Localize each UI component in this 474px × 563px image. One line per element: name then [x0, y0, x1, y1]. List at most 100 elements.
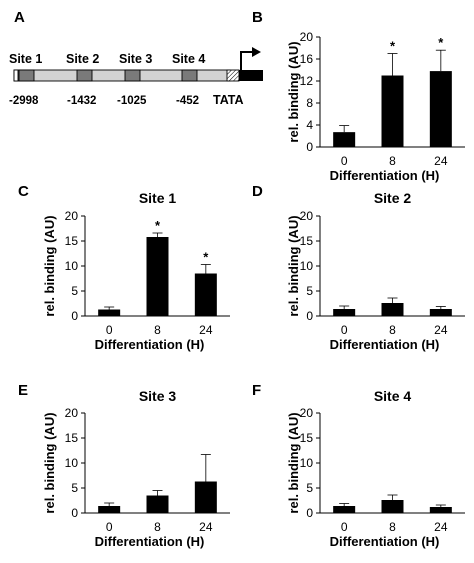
panel-letter-e: E [18, 382, 28, 399]
site-label-2: Site 2 [66, 52, 99, 66]
x-axis-label-b: Differentiation (H) [330, 168, 440, 183]
bar-e [146, 495, 169, 513]
y-tick-label-b: 16 [300, 52, 314, 66]
chart-title-e: Site 3 [139, 388, 177, 404]
panel-letter-f: F [252, 382, 261, 399]
y-tick-label-d: 20 [300, 209, 314, 223]
significance-marker-c: * [203, 250, 209, 265]
y-axis-label-c: rel. binding (AU) [42, 215, 57, 316]
bar-c [98, 309, 121, 316]
bar-d [381, 303, 404, 316]
x-tick-label-f: 24 [434, 520, 448, 534]
y-tick-label-e: 15 [65, 431, 79, 445]
position-label-3: -1025 [117, 95, 147, 107]
promoter-bar [13, 69, 231, 82]
x-tick-label-c: 24 [199, 323, 213, 337]
chart-title-d: Site 2 [374, 190, 412, 206]
promoter-schematic: Site 1 Site 2 Site 3 Site 4 -2998 -1432 … [9, 47, 263, 107]
position-label-2: -1432 [67, 95, 96, 107]
site-box-2 [76, 69, 93, 82]
x-axis-label-c: Differentiation (H) [95, 337, 205, 352]
y-tick-label-d: 0 [306, 309, 313, 323]
x-tick-label-d: 0 [341, 323, 348, 337]
y-tick-label-e: 20 [65, 406, 79, 420]
significance-marker-b: * [390, 39, 396, 54]
panel-letter-c: C [18, 183, 29, 200]
y-tick-label-b: 12 [300, 74, 314, 88]
y-tick-label-b: 20 [300, 30, 314, 44]
y-tick-label-e: 10 [65, 456, 79, 470]
y-tick-label-c: 0 [71, 309, 78, 323]
y-tick-label-f: 5 [306, 481, 313, 495]
position-label-1: -2998 [9, 95, 39, 107]
site-label-3: Site 3 [119, 52, 152, 66]
y-axis-label-e: rel. binding (AU) [42, 412, 57, 513]
y-tick-label-c: 10 [65, 259, 79, 273]
transcription-start-arrow [240, 51, 254, 70]
significance-marker-b: * [438, 35, 444, 50]
site-box-1 [18, 69, 35, 82]
bar-e [98, 506, 121, 513]
x-tick-label-f: 8 [389, 520, 396, 534]
x-axis-label-f: Differentiation (H) [330, 534, 440, 549]
y-tick-label-c: 15 [65, 234, 79, 248]
bar-c [194, 273, 217, 316]
y-axis-label-f: rel. binding (AU) [286, 412, 301, 513]
site-label-1: Site 1 [9, 52, 42, 66]
bar-d [333, 309, 356, 316]
x-tick-label-e: 24 [199, 520, 213, 534]
x-tick-label-d: 8 [389, 323, 396, 337]
x-tick-label-f: 0 [341, 520, 348, 534]
bar-b [381, 75, 404, 147]
bar-b [429, 71, 452, 147]
transcription-arrowhead [252, 47, 261, 57]
bar-f [381, 500, 404, 513]
significance-marker-c: * [155, 218, 161, 233]
site-box-3 [124, 69, 141, 82]
x-tick-label-b: 0 [341, 154, 348, 168]
y-axis-label-d: rel. binding (AU) [286, 215, 301, 316]
y-tick-label-b: 8 [306, 96, 313, 110]
position-label-4: -452 [176, 95, 199, 107]
y-tick-label-f: 0 [306, 506, 313, 520]
chart-title-c: Site 1 [139, 190, 177, 206]
site-box-4 [181, 69, 198, 82]
site-label-4: Site 4 [172, 52, 205, 66]
y-tick-label-f: 10 [300, 456, 314, 470]
y-tick-label-d: 5 [306, 284, 313, 298]
tata-box [226, 69, 240, 82]
y-tick-label-b: 4 [306, 118, 313, 132]
y-tick-label-e: 0 [71, 506, 78, 520]
x-tick-label-c: 8 [154, 323, 161, 337]
y-tick-label-f: 15 [300, 431, 314, 445]
x-tick-label-e: 0 [106, 520, 113, 534]
x-tick-label-b: 8 [389, 154, 396, 168]
y-tick-label-c: 20 [65, 209, 79, 223]
y-tick-label-b: 0 [306, 140, 313, 154]
panel-letter-d: D [252, 183, 263, 200]
bar-f [429, 507, 452, 513]
panel-letter-b: B [252, 9, 263, 26]
chart-title-f: Site 4 [374, 388, 412, 404]
bar-d [429, 309, 452, 316]
x-tick-label-b: 24 [434, 154, 448, 168]
x-tick-label-d: 24 [434, 323, 448, 337]
bar-e [194, 481, 217, 513]
promoter-start-cap [13, 69, 19, 82]
y-tick-label-e: 5 [71, 481, 78, 495]
y-tick-label-c: 5 [71, 284, 78, 298]
bar-b [333, 132, 356, 147]
y-tick-label-d: 10 [300, 259, 314, 273]
gene-block [239, 70, 263, 81]
y-tick-label-f: 20 [300, 406, 314, 420]
tata-label: TATA [213, 93, 244, 107]
y-tick-label-d: 15 [300, 234, 314, 248]
x-tick-label-c: 0 [106, 323, 113, 337]
x-axis-label-e: Differentiation (H) [95, 534, 205, 549]
bar-c [146, 237, 169, 316]
